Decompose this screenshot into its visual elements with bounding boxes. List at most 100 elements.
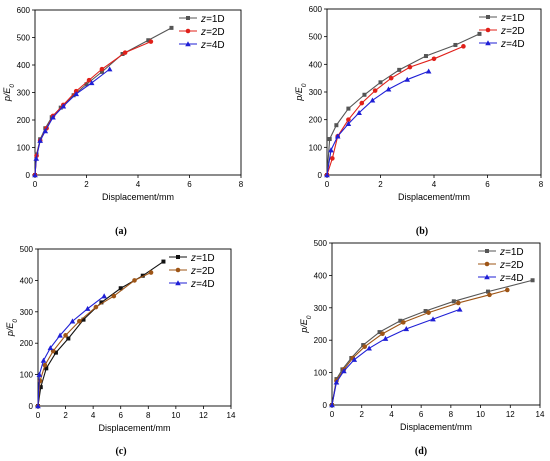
panel-1-series-1-point: [71, 93, 76, 98]
panel-2-series-3-point: [356, 109, 362, 115]
panel-1-series-2-legend-marker: [185, 28, 191, 34]
panel-2-x-tick-label: 6: [485, 180, 490, 189]
panel-2-series-2-point: [372, 88, 378, 93]
panel-2-series-1-point: [378, 80, 383, 85]
panel-4-series-1-line: [331, 279, 533, 406]
panel-3-series-2-point: [132, 278, 137, 283]
panel-4-series-3-legend-label: z=4D: [499, 273, 524, 284]
panel-2-series-2-legend-label: z=2D: [500, 26, 525, 37]
panel-1-series-3-point: [33, 155, 40, 161]
panel-3-series-3-legend-label: z=4D: [190, 279, 215, 290]
panel-3-x-tick-label: 12: [199, 411, 208, 420]
panel-2-series-2-point: [346, 117, 351, 122]
panel-2-series-1-point: [477, 31, 482, 36]
panel-2: 0 2 4 6 8 0 100 200 300 400 500 600 Displacement/mm p…: [294, 5, 544, 237]
panel-1-series-3-point: [32, 172, 38, 178]
panel-2-y-tick-label: 100: [309, 143, 323, 152]
panel-2-series-1-legend-label: z=1D: [500, 13, 525, 24]
panel-4-series-2-legend-marker: [484, 261, 490, 267]
panel-1: 0 2 4 6 8 0 100 200 300 400 500 600 Displacement/mm p…: [2, 6, 244, 237]
panel-4-y-tick-label: 400: [314, 271, 328, 280]
panel-4-caption: (d): [415, 446, 427, 457]
panel-1-series-2-point: [86, 77, 92, 83]
panel-3-y-tick-label: 0: [29, 402, 34, 411]
panel-3-series-2-point: [63, 333, 68, 338]
panel-3-x-tick-label: 14: [227, 411, 236, 420]
panel-2-series-1-point: [423, 54, 428, 59]
panel-4-x-tick-label: 14: [536, 410, 545, 419]
panel-1-y-tick-label: 300: [17, 89, 31, 98]
panel-3-series-2-point: [111, 293, 117, 299]
panel-3-series-3-legend-marker: [175, 280, 181, 286]
panel-1-series-1-point: [99, 69, 104, 74]
panel-2-series-1-legend-marker: [486, 15, 490, 19]
panel-2-series-1-point: [397, 67, 402, 72]
panel-2-series-1-line: [326, 33, 480, 176]
panel-3-series-1-point: [161, 259, 166, 264]
panel-2-series-3-point: [345, 121, 352, 127]
panel-1-y-tick-label: 400: [17, 61, 31, 70]
panel-3-x-tick-label: 8: [146, 411, 151, 420]
panel-2-y-tick-label: 300: [309, 88, 323, 97]
panel-3-y-tick-label: 100: [20, 371, 34, 380]
panel-4-x-tick-label: 6: [419, 410, 424, 419]
panel-4-x-axis-label: Displacement/mm: [400, 422, 472, 432]
panel-3-series-1-point: [38, 385, 43, 390]
panel-2-series-1-point: [334, 123, 339, 128]
panel-4-y-axis-label: p/E0: [299, 315, 313, 334]
panel-4-y-tick-label: 300: [314, 304, 328, 313]
panel-4-series-3-point: [382, 335, 389, 341]
panel-3-x-tick-label: 0: [36, 411, 41, 420]
panel-4-series-3-point: [430, 316, 436, 322]
panel-1-x-tick-label: 2: [84, 180, 89, 189]
panel-3-series-3-point: [57, 332, 63, 338]
panel-3-y-tick-label: 500: [20, 245, 34, 254]
panel-4-series-1-point: [377, 330, 382, 335]
panel-1-x-tick-label: 8: [239, 180, 244, 189]
panel-2-series-2-legend-marker: [485, 27, 491, 33]
panel-4-series-1-legend-marker: [485, 249, 489, 253]
panel-3-series-2-line: [37, 272, 152, 407]
panel-3-caption: (c): [115, 446, 126, 457]
panel-3-x-axis-label: Displacement/mm: [98, 423, 170, 433]
panel-3-series-3-point: [101, 293, 107, 299]
panel-3-series-3-point: [69, 318, 76, 324]
panel-4-series-2-point: [487, 292, 492, 298]
panel-3-series-1-point: [118, 286, 123, 291]
panel-2-y-tick-label: 200: [309, 116, 323, 125]
panel-4-series-3-point: [333, 379, 340, 385]
panel-4-x-tick-label: 4: [389, 410, 394, 419]
panel-1-y-tick-label: 200: [17, 116, 31, 125]
panel-4-x-tick-label: 12: [506, 410, 515, 419]
panel-3-series-1-point: [99, 300, 104, 305]
panel-1-series-2-point: [99, 66, 105, 72]
panel-3-series-2-point: [42, 362, 48, 368]
panel-4-series-2-point: [380, 331, 385, 337]
panel-3: 0 2 4 6 8 10 12 14 0 100 200 300 400 500 Displacement/…: [5, 245, 236, 457]
panel-2-y-tick-label: 600: [309, 5, 323, 14]
panel-2-series-1-point: [362, 92, 367, 97]
panel-3-series-1-point: [66, 336, 71, 341]
panel-3-series-1-point: [81, 317, 86, 322]
panel-1-y-tick-label: 0: [26, 171, 31, 180]
panel-1-series-2-point: [148, 39, 154, 44]
panel-3-x-tick-label: 4: [91, 411, 96, 420]
panel-3-x-tick-label: 2: [63, 411, 68, 420]
panel-1-series-2-legend-label: z=2D: [200, 27, 225, 38]
panel-4-series-2-point: [426, 310, 431, 315]
panel-3-x-tick-label: 6: [118, 411, 123, 420]
panel-3-series-1-point: [44, 366, 49, 371]
panel-4-series-1-legend-label: z=1D: [499, 247, 524, 258]
panel-4-x-tick-label: 2: [359, 410, 364, 419]
panel-1-series-3-line: [34, 68, 111, 176]
panel-3-y-axis-label: p/E0: [5, 319, 19, 338]
panel-3-y-tick-label: 400: [20, 276, 34, 285]
panel-3-plot-frame: [37, 248, 232, 407]
panel-1-x-tick-label: 0: [33, 180, 38, 189]
panel-4-y-tick-label: 100: [314, 369, 328, 378]
panel-4-y-tick-label: 500: [314, 239, 328, 248]
panel-2-x-tick-label: 0: [325, 180, 330, 189]
panel-1-x-axis-label: Displacement/mm: [102, 192, 174, 202]
panel-2-series-3-point: [425, 68, 432, 74]
